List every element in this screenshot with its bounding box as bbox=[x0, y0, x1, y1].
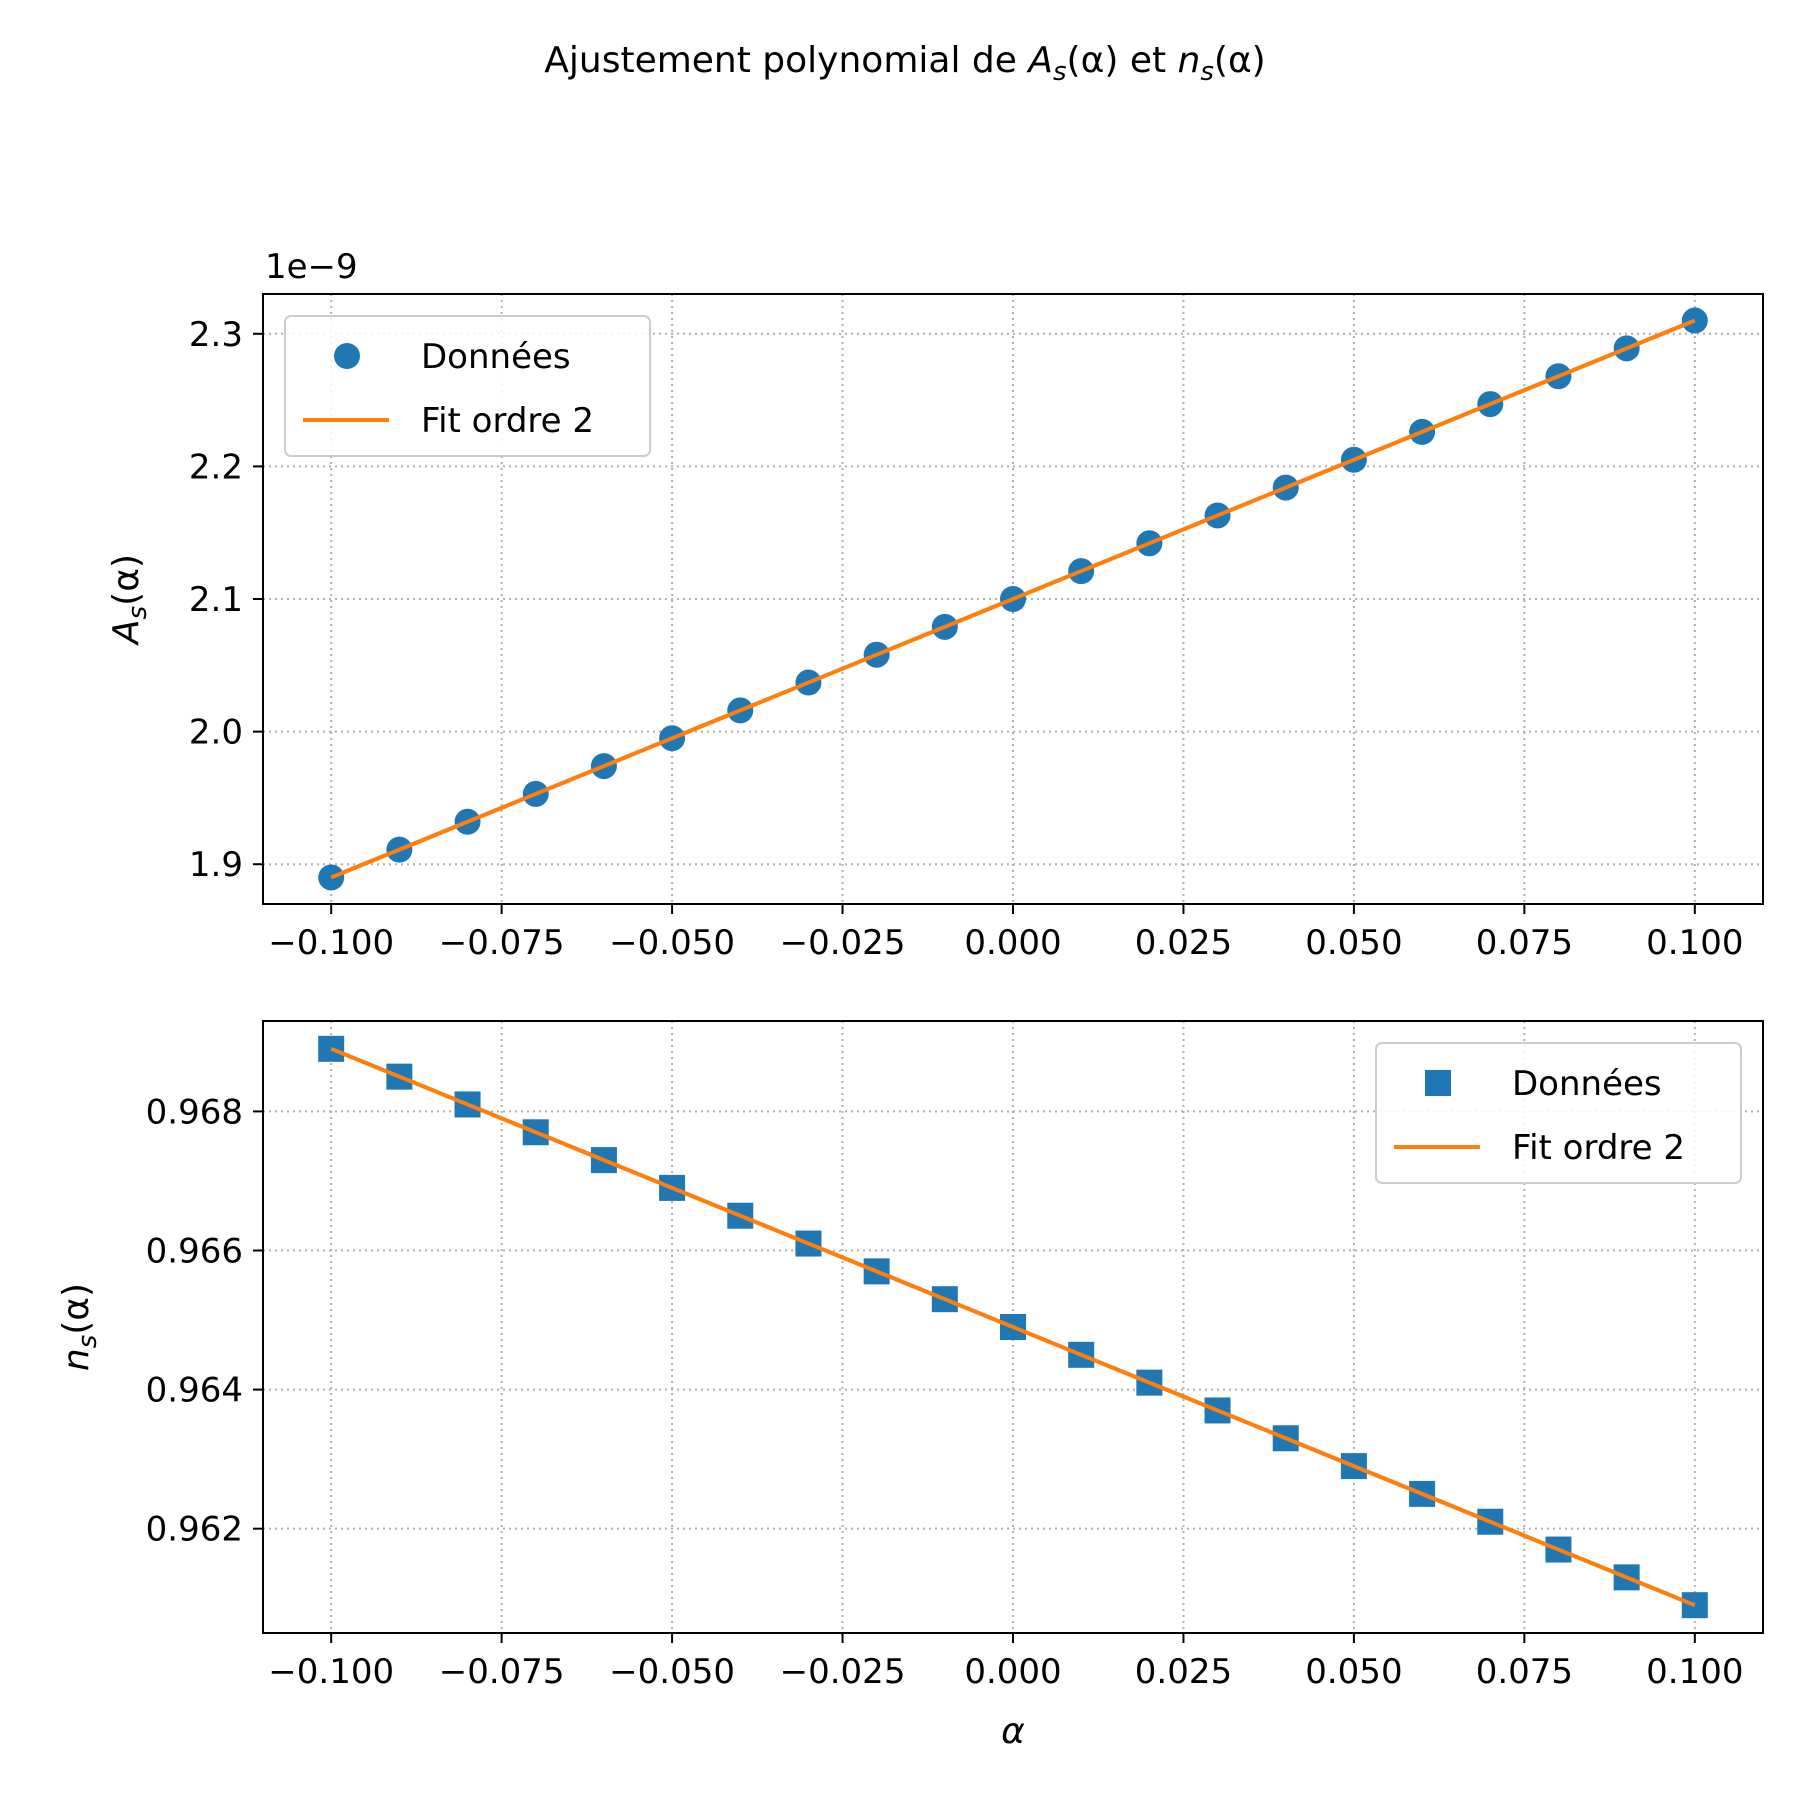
x-axis-label: α bbox=[1001, 1711, 1025, 1752]
x-tick-label: −0.100 bbox=[268, 923, 394, 963]
y-tick-label: 0.964 bbox=[146, 1371, 243, 1411]
x-tick-label: 0.000 bbox=[964, 1652, 1061, 1692]
x-tick-label: 0.050 bbox=[1305, 1652, 1402, 1692]
x-tick-label: 0.000 bbox=[964, 923, 1061, 963]
legend-label: Données bbox=[421, 337, 571, 377]
y-tick-label: 2.2 bbox=[189, 447, 243, 487]
x-tick-label: 0.075 bbox=[1476, 1652, 1573, 1692]
fit-line-overlay bbox=[330, 1046, 1696, 1608]
axes-frame bbox=[262, 1020, 1764, 1634]
x-tick-label: 0.025 bbox=[1135, 1652, 1232, 1692]
legend-label: Fit ordre 2 bbox=[421, 401, 594, 441]
axes-frame bbox=[262, 293, 1764, 905]
figure-title: Ajustement polynomial de As(α) et ns(α) bbox=[544, 40, 1265, 87]
legend-item: Fit ordre 2 bbox=[1394, 1128, 1685, 1168]
legend: Données Fit ordre 2 bbox=[1375, 1042, 1742, 1184]
y-tick-label: 2.0 bbox=[189, 713, 243, 753]
y-axis-label: As(α) bbox=[106, 554, 153, 646]
top-panel: −0.100 −0.075 −0.050 −0.025 0.000 0.025 0.050 0… bbox=[106, 247, 1764, 963]
legend-marker bbox=[1425, 1070, 1451, 1096]
x-tick-label: 0.100 bbox=[1646, 923, 1743, 963]
y-tick-label: 2.1 bbox=[189, 580, 243, 620]
legend-label: Données bbox=[1512, 1064, 1662, 1104]
y-tick-label: 2.3 bbox=[189, 315, 243, 355]
x-tick-label: −0.050 bbox=[609, 1652, 735, 1692]
x-tick-label: −0.025 bbox=[780, 1652, 906, 1692]
y-tick-label: 0.962 bbox=[146, 1510, 243, 1550]
legend-item: Données bbox=[334, 337, 571, 377]
legend-item: Données bbox=[1425, 1064, 1662, 1104]
x-tick-label: 0.050 bbox=[1305, 923, 1402, 963]
legend-marker bbox=[334, 343, 360, 369]
x-tick-label: 0.100 bbox=[1646, 1652, 1743, 1692]
y-offset-text: 1e−9 bbox=[265, 247, 358, 287]
y-tick-label: 0.968 bbox=[146, 1092, 243, 1132]
x-tick-label: −0.075 bbox=[439, 1652, 565, 1692]
y-tick-label: 0.966 bbox=[146, 1232, 243, 1272]
x-tick-label: −0.100 bbox=[268, 1652, 394, 1692]
y-tick-label: 1.9 bbox=[189, 845, 243, 885]
y-axis-label: ns(α) bbox=[56, 1283, 103, 1371]
legend: Données Fit ordre 2 bbox=[284, 315, 651, 457]
legend-item: Fit ordre 2 bbox=[303, 401, 594, 441]
x-tick-label: −0.075 bbox=[439, 923, 565, 963]
bottom-panel: −0.100 −0.075 −0.050 −0.025 0.000 0.025 0.050 0… bbox=[56, 1020, 1764, 1752]
x-tick-label: 0.075 bbox=[1476, 923, 1573, 963]
x-tick-label: −0.025 bbox=[780, 923, 906, 963]
legend-label: Fit ordre 2 bbox=[1512, 1128, 1685, 1168]
x-tick-label: 0.025 bbox=[1135, 923, 1232, 963]
x-tick-label: −0.050 bbox=[609, 923, 735, 963]
fit-line-overlay bbox=[330, 318, 1696, 880]
